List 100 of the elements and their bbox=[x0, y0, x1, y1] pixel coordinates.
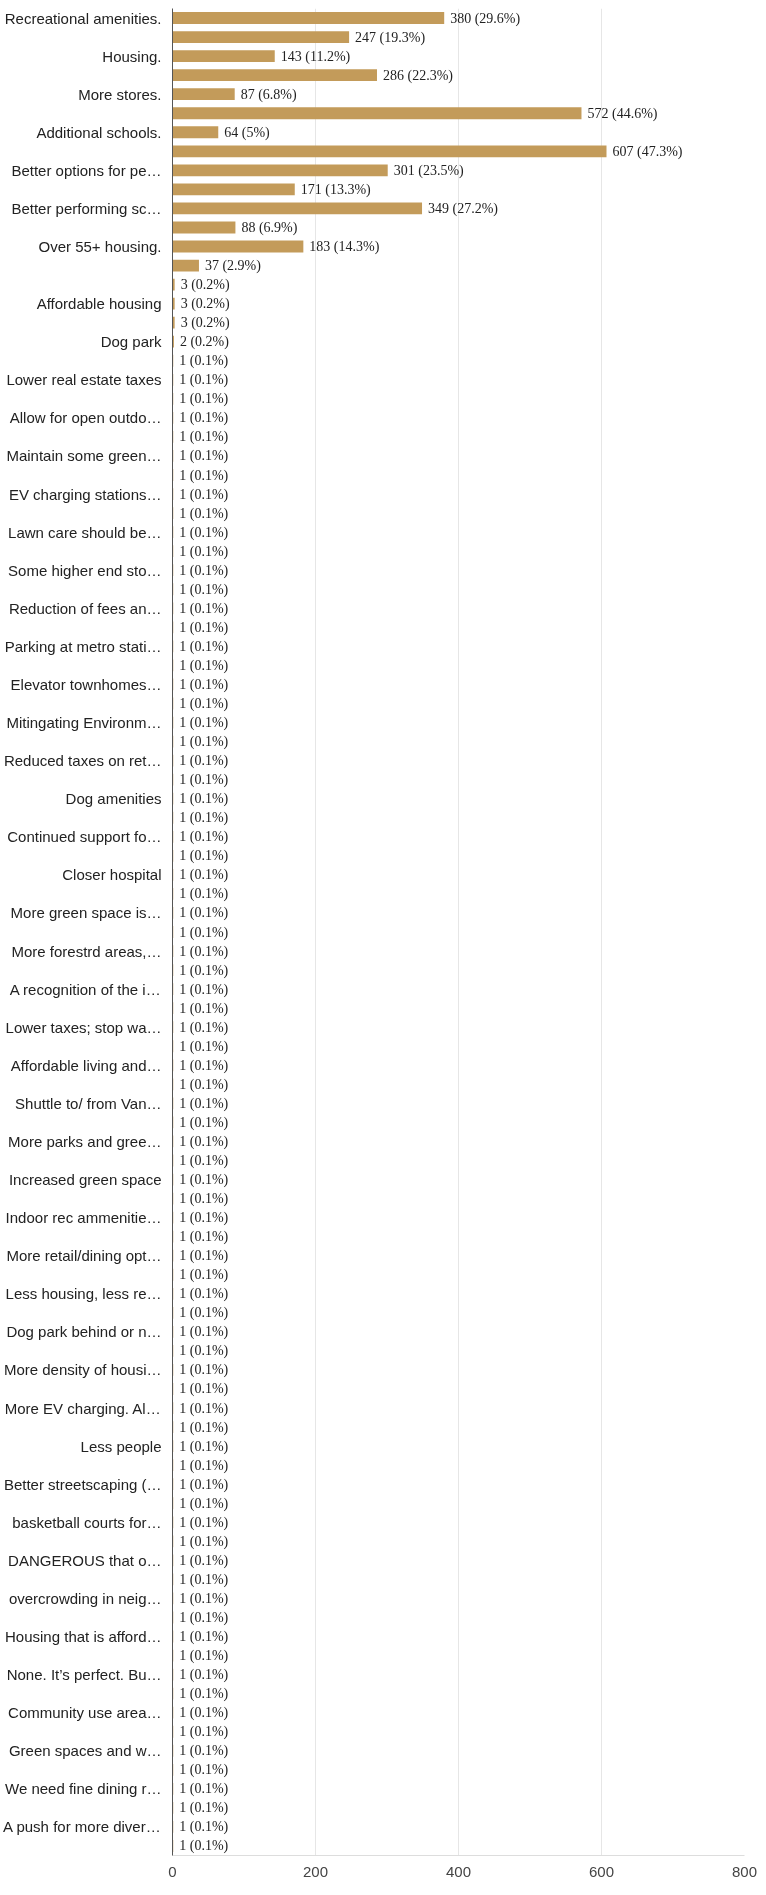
data-label: 1 (0.1%) bbox=[179, 1800, 229, 1817]
y-tick-label: Closer hospital bbox=[62, 866, 162, 884]
y-tick-label: Increased green space bbox=[8, 1171, 162, 1189]
data-label: 1 (0.1%) bbox=[179, 1457, 229, 1474]
x-tick-label: 600 bbox=[588, 1862, 615, 1880]
data-label: 1 (0.1%) bbox=[179, 619, 229, 636]
y-tick-label: Lawn care should be… bbox=[8, 523, 162, 541]
y-tick-label: Housing that is afford… bbox=[5, 1628, 162, 1646]
data-label: 1 (0.1%) bbox=[179, 1019, 229, 1036]
data-label: 1 (0.1%) bbox=[179, 1133, 229, 1150]
y-tick-label: More EV charging. Al… bbox=[4, 1399, 161, 1417]
data-label: 1 (0.1%) bbox=[179, 772, 229, 789]
y-tick-label: More retail/dining opt… bbox=[6, 1247, 162, 1265]
y-tick-label: Some higher end sto… bbox=[8, 561, 162, 579]
data-label: 1 (0.1%) bbox=[179, 753, 229, 770]
data-label: 1 (0.1%) bbox=[179, 1038, 229, 1055]
data-label: 3 (0.2%) bbox=[180, 277, 230, 294]
data-label: 1 (0.1%) bbox=[179, 1590, 229, 1607]
y-tick-label: Dog park behind or n… bbox=[6, 1323, 162, 1341]
data-label: 1 (0.1%) bbox=[179, 429, 229, 446]
data-label: 88 (6.9%) bbox=[241, 219, 298, 236]
y-tick-label: EV charging stations… bbox=[8, 485, 162, 503]
data-label: 1 (0.1%) bbox=[179, 353, 229, 370]
x-tick-label: 0 bbox=[168, 1862, 177, 1880]
data-label: 1 (0.1%) bbox=[179, 1705, 229, 1722]
data-label: 286 (22.3%) bbox=[382, 67, 454, 84]
data-label: 3 (0.2%) bbox=[180, 315, 230, 332]
data-label: 1 (0.1%) bbox=[179, 1057, 229, 1074]
data-label: 1 (0.1%) bbox=[179, 696, 229, 713]
data-label: 1 (0.1%) bbox=[179, 810, 229, 827]
data-label: 1 (0.1%) bbox=[179, 1552, 229, 1569]
y-tick-label: A recognition of the i… bbox=[9, 980, 161, 998]
y-tick-label: Lower taxes; stop wa… bbox=[5, 1018, 162, 1036]
y-tick-label: DANGEROUS that o… bbox=[8, 1551, 162, 1569]
data-label: 1 (0.1%) bbox=[179, 867, 229, 884]
data-label: 1 (0.1%) bbox=[179, 486, 229, 503]
data-label: 1 (0.1%) bbox=[179, 1609, 229, 1626]
data-label: 1 (0.1%) bbox=[179, 1286, 229, 1303]
data-label: 607 (47.3%) bbox=[612, 143, 683, 160]
data-label: 1 (0.1%) bbox=[179, 391, 229, 408]
data-label: 87 (6.8%) bbox=[240, 86, 298, 103]
data-label: 1 (0.1%) bbox=[179, 1667, 229, 1684]
data-label: 1 (0.1%) bbox=[179, 1819, 229, 1836]
y-tick-label: Less housing, less re… bbox=[5, 1285, 162, 1303]
data-label: 1 (0.1%) bbox=[179, 1210, 229, 1227]
y-tick-label: Shuttle to/ from Van… bbox=[15, 1094, 162, 1112]
y-tick-label: Better performing sc… bbox=[11, 199, 162, 217]
y-tick-label: Lower real estate taxes bbox=[6, 371, 162, 389]
data-label: 1 (0.1%) bbox=[179, 600, 229, 617]
y-tick-label: Housing. bbox=[102, 47, 162, 65]
y-tick-label: Green spaces and w… bbox=[8, 1742, 162, 1760]
y-tick-label: Affordable living and… bbox=[10, 1056, 162, 1074]
data-label: 1 (0.1%) bbox=[179, 1514, 229, 1531]
data-label: 171 (13.3%) bbox=[300, 181, 372, 198]
data-label: 1 (0.1%) bbox=[179, 1648, 229, 1665]
y-tick-label: More green space is… bbox=[10, 904, 162, 922]
data-label: 37 (2.9%) bbox=[204, 258, 262, 275]
data-label: 1 (0.1%) bbox=[179, 1152, 229, 1169]
data-label: 1 (0.1%) bbox=[179, 1724, 229, 1741]
data-label: 1 (0.1%) bbox=[179, 829, 229, 846]
data-label: 1 (0.1%) bbox=[179, 962, 229, 979]
y-tick-label: overcrowding in neig… bbox=[8, 1589, 162, 1607]
y-tick-label: Mitingating Environm… bbox=[6, 714, 162, 732]
x-tick-label: 400 bbox=[445, 1862, 472, 1880]
x-tick-label: 200 bbox=[302, 1862, 329, 1880]
y-tick-label: A push for more diver… bbox=[3, 1818, 161, 1836]
y-tick-label: Better options for pe… bbox=[11, 161, 162, 179]
data-label: 1 (0.1%) bbox=[179, 1533, 229, 1550]
y-tick-label: Over 55+ housing. bbox=[38, 238, 162, 256]
data-label: 1 (0.1%) bbox=[179, 1419, 229, 1436]
data-label: 1 (0.1%) bbox=[179, 1781, 229, 1798]
data-label: 301 (23.5%) bbox=[393, 162, 465, 179]
data-label: 1 (0.1%) bbox=[179, 1324, 229, 1341]
data-label: 1 (0.1%) bbox=[179, 467, 229, 484]
data-label: 1 (0.1%) bbox=[179, 581, 229, 598]
data-label: 1 (0.1%) bbox=[179, 1191, 229, 1208]
data-label: 247 (19.3%) bbox=[355, 29, 426, 46]
data-label: 1 (0.1%) bbox=[179, 638, 229, 655]
y-tick-label: More stores. bbox=[78, 85, 162, 103]
y-tick-label: Better streetscaping (… bbox=[3, 1475, 162, 1493]
data-label: 1 (0.1%) bbox=[179, 886, 229, 903]
data-label: 1 (0.1%) bbox=[179, 1629, 229, 1646]
data-label: 1 (0.1%) bbox=[179, 715, 229, 732]
data-label: 1 (0.1%) bbox=[179, 1495, 229, 1512]
data-label: 2 (0.2%) bbox=[179, 334, 230, 351]
data-label: 1 (0.1%) bbox=[179, 791, 229, 808]
data-label: 1 (0.1%) bbox=[179, 981, 229, 998]
data-label: 1 (0.1%) bbox=[179, 943, 229, 960]
data-label: 1 (0.1%) bbox=[179, 1076, 229, 1093]
data-label: 1 (0.1%) bbox=[179, 1229, 229, 1246]
data-label: 1 (0.1%) bbox=[179, 1400, 229, 1417]
data-label: 1 (0.1%) bbox=[179, 1571, 229, 1588]
data-label: 1 (0.1%) bbox=[179, 1343, 229, 1360]
data-label: 1 (0.1%) bbox=[179, 1305, 229, 1322]
y-tick-label: We need fine dining r… bbox=[5, 1780, 162, 1798]
x-tick-label: 800 bbox=[731, 1862, 758, 1880]
data-label: 1 (0.1%) bbox=[179, 1267, 229, 1284]
data-label: 1 (0.1%) bbox=[179, 1248, 229, 1265]
y-tick-label: More forestrd areas,… bbox=[11, 942, 162, 960]
data-label: 1 (0.1%) bbox=[179, 1762, 229, 1779]
